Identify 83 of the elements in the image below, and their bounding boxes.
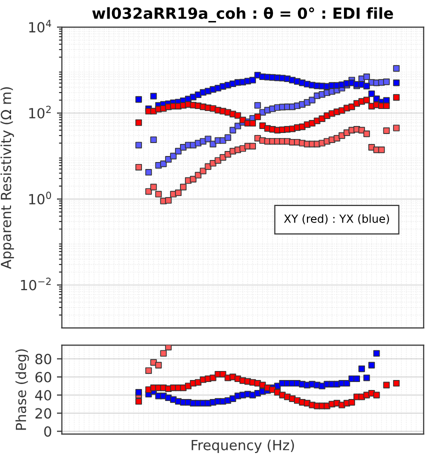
point [393,94,400,101]
point [353,375,360,382]
point [249,120,256,127]
y-tick-label: 20 [35,408,52,419]
point [194,172,202,178]
point [363,96,370,104]
point [308,96,316,104]
point [150,92,157,100]
point [150,184,157,190]
point [234,122,242,130]
y-tick-label: 10$^{2}$ [29,106,51,118]
point [135,389,142,396]
point [150,136,157,144]
y-axis-title: Phase (deg) [15,349,29,430]
point [170,152,177,160]
y-tick-label: 10$^{−2}$ [21,278,51,290]
annotation: XY (red) : YX (blue) [284,214,389,224]
point [393,380,400,387]
point [155,190,162,198]
point [234,112,242,119]
point [393,65,400,72]
point [383,97,390,104]
y-tick-label: 40 [35,390,52,401]
y-tick-label: 60 [35,372,52,382]
point [165,197,172,204]
x-axis-title: Frequency (Hz) [192,440,294,454]
point [135,96,142,103]
point [373,392,380,398]
point [363,374,370,382]
point [160,160,167,168]
point [348,399,356,406]
point [383,78,390,86]
y-tick-label: 80 [35,354,52,364]
point [383,102,390,110]
point [363,130,370,138]
point [363,82,370,90]
point [239,145,246,152]
point [254,114,261,120]
point [204,136,212,142]
point [358,366,365,372]
point [210,374,216,382]
point [383,382,390,388]
point [393,80,400,86]
point [224,134,232,141]
point [180,184,187,190]
y-tick-label: 10$^{4}$ [29,20,52,33]
y-axis-title: Apparent Resistivity (Ω m) [0,87,14,269]
point [383,127,390,134]
point [249,76,256,84]
point [378,146,385,154]
point [135,142,142,148]
point [254,102,261,109]
point [145,367,152,374]
point [210,105,216,112]
point [249,142,256,150]
chart-title: wl032aRR19a_coh : θ = 0° : EDI file [92,7,394,22]
point [220,137,226,144]
point [368,362,375,368]
point [230,126,236,134]
point [184,382,192,390]
point [393,124,400,132]
point [363,73,370,80]
point [239,116,246,124]
point [338,107,346,114]
point [190,176,196,182]
y-tick-label: 0 [44,426,52,437]
point [155,362,162,368]
point [135,398,142,405]
point [165,345,172,350]
point [175,189,182,196]
point [160,350,167,357]
point [145,168,152,176]
point [135,119,142,126]
point [344,380,350,387]
point [200,168,206,174]
point [373,350,380,357]
y-tick-label: 10$^{0}$ [29,192,52,204]
point [214,157,222,164]
point [175,148,182,154]
point [145,188,152,195]
point [135,164,142,171]
point [368,90,375,98]
point [210,140,216,148]
